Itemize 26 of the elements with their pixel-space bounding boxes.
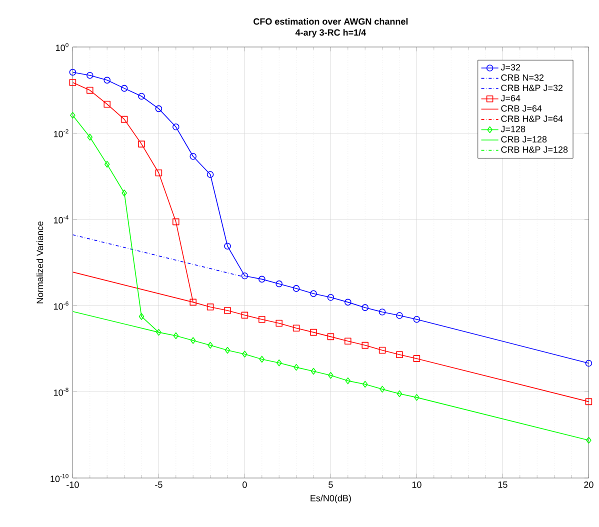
legend-label: CRB J=128 [501, 136, 547, 142]
x-tick-label: 10 [412, 482, 422, 488]
legend-label: CRB J=64 [501, 105, 542, 112]
x-tick-label: 5 [328, 482, 333, 488]
x-axis-title: Es/N0(dB) [310, 494, 351, 504]
legend-label: J=128 [500, 126, 526, 132]
legend-label: CRB N=32 [501, 74, 544, 81]
legend-label: CRB H&P J=128 [501, 146, 568, 153]
x-tick-label: 20 [584, 482, 594, 488]
y-tick-label: 10$^{-2}$ [54, 129, 68, 138]
x-tick-label: -10 [66, 482, 79, 488]
legend-label: CRB H&P J=64 [501, 116, 563, 122]
chart-subtitle: 4-ary 3-RC h=1/4 [295, 29, 366, 38]
y-tick-label: 10$^{-4}$ [54, 215, 68, 224]
chart-title: CFO estimation over AWGN channel [254, 18, 408, 25]
y-tick-label: 10$^{-6}$ [54, 302, 68, 310]
x-tick-label: -5 [155, 482, 162, 488]
x-tick-label: 0 [242, 482, 247, 488]
y-tick-label: 10$^{-8}$ [54, 388, 68, 396]
y-axis-title: Normalized Variance [36, 221, 44, 304]
legend-label: J=32 [500, 64, 520, 71]
y-tick-label: 10$^{0}$ [56, 42, 68, 52]
y-tick-label: 10$^{-10}$ [50, 474, 68, 482]
legend-label: J=64 [500, 94, 520, 102]
legend-label: CRB H&P J=32 [501, 84, 563, 92]
x-tick-label: 15 [498, 482, 508, 488]
